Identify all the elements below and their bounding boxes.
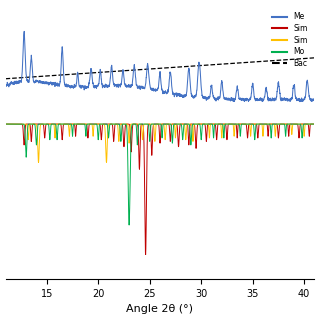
Legend: Me, Sim, Sim, Mo, Bac: Me, Sim, Sim, Mo, Bac — [269, 9, 311, 71]
X-axis label: Angle 2θ (°): Angle 2θ (°) — [126, 304, 194, 315]
